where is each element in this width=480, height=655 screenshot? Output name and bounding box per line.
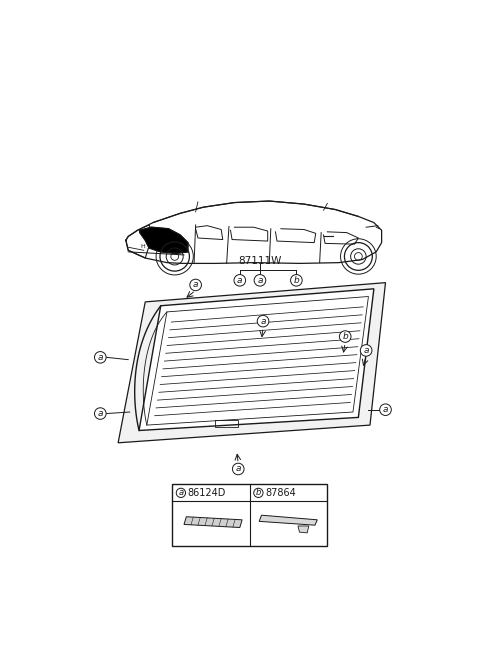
Text: b: b [256,489,261,497]
Text: a: a [257,276,263,285]
Text: a: a [383,405,388,414]
Text: a: a [237,276,242,285]
Circle shape [254,488,263,498]
Text: b: b [293,276,299,285]
Circle shape [360,345,372,356]
Polygon shape [118,283,385,443]
Polygon shape [140,227,188,253]
Text: a: a [193,280,198,290]
Text: b: b [342,332,348,341]
Circle shape [254,274,266,286]
Circle shape [234,274,246,286]
Circle shape [176,488,186,498]
Text: 87111W: 87111W [238,256,282,266]
Polygon shape [139,289,374,430]
Circle shape [290,274,302,286]
Polygon shape [259,515,317,525]
Bar [215,420,238,428]
Text: a: a [260,316,266,326]
Text: 86124D: 86124D [188,488,226,498]
Bar [172,485,327,546]
Text: a: a [97,409,103,418]
Polygon shape [298,526,309,533]
Text: a: a [363,346,369,355]
Text: 87864: 87864 [265,488,296,498]
Text: a: a [236,464,241,474]
Polygon shape [184,517,242,527]
Circle shape [95,352,106,363]
Circle shape [232,463,244,475]
Circle shape [339,331,351,343]
Circle shape [190,279,202,291]
Text: H: H [141,244,145,249]
Circle shape [380,404,391,415]
Circle shape [257,315,269,327]
Text: a: a [179,489,183,497]
Circle shape [95,408,106,419]
Text: a: a [97,353,103,362]
